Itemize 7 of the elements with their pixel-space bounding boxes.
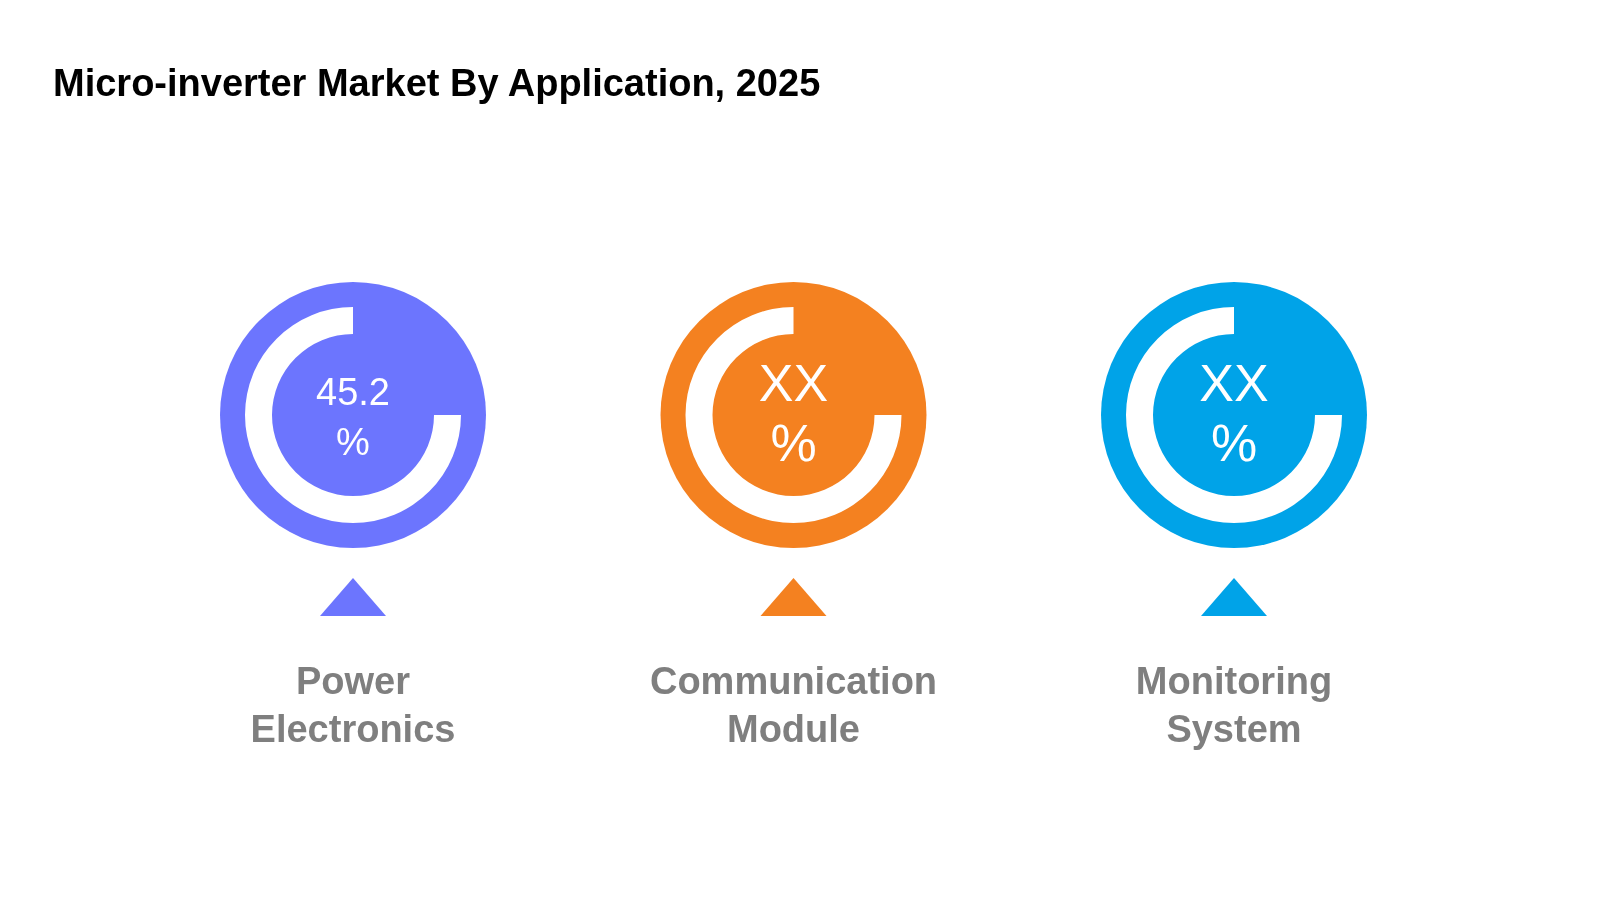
category-label: Power Electronics: [250, 660, 456, 750]
category-label: Communication Module: [649, 660, 938, 750]
text: Micro-inverter Market By Application, 2025: [53, 62, 821, 104]
data-label: XX %: [1199, 354, 1269, 472]
data-label: 45.2 %: [316, 371, 390, 463]
category-label: Monitoring System: [1135, 660, 1333, 750]
data-label: XX %: [758, 354, 829, 472]
